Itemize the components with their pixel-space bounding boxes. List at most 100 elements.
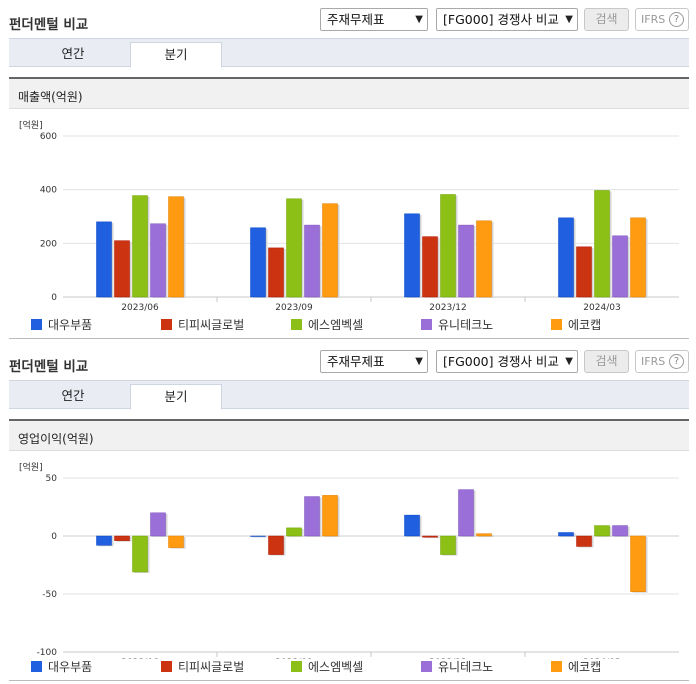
legend-swatch [421, 319, 432, 330]
bar[interactable] [422, 535, 438, 538]
legend-label: 유니테크노 [438, 660, 494, 674]
legend-item[interactable]: 에코캡 [551, 658, 601, 676]
chart-title: 매출액(억원) [18, 90, 83, 104]
bar-shadow [252, 537, 268, 538]
bar[interactable] [612, 525, 628, 537]
bar[interactable] [268, 535, 284, 555]
bar[interactable] [250, 227, 266, 298]
chevron-down-icon: ▼ [415, 356, 423, 367]
legend-item[interactable]: 유니테크노 [421, 658, 493, 676]
bar[interactable] [168, 196, 184, 298]
bar[interactable] [476, 220, 492, 298]
chart-header: 매출액(억원) [9, 79, 689, 109]
bar[interactable] [250, 535, 266, 537]
search-button[interactable]: 검색 [584, 350, 629, 373]
legend-item[interactable]: 대우부품 [31, 316, 92, 334]
bar[interactable] [304, 496, 320, 537]
y-tick-label: 200 [40, 239, 57, 249]
x-tick-label: 2024/03 [583, 303, 620, 313]
tab-annual[interactable]: 연간 [61, 388, 85, 403]
legend-item[interactable]: 대우부품 [31, 658, 92, 676]
tab-quarterly[interactable]: 분기 [130, 384, 222, 410]
ifrs-help-button[interactable]: IFRS? [635, 8, 689, 31]
legend-item[interactable]: 티피씨글로벌 [161, 658, 244, 676]
bar[interactable] [422, 236, 438, 298]
legend-item[interactable]: 티피씨글로벌 [161, 316, 244, 334]
bar[interactable] [558, 217, 574, 298]
revenue-bar-chart: [억원] 0 200 400 600 2023/06 2023/09 2023/12 2024/… [19, 119, 679, 313]
bar[interactable] [404, 514, 420, 537]
question-icon: ? [669, 354, 684, 369]
ifrs-help-button[interactable]: IFRS? [635, 350, 689, 373]
x-tick-label: 2023/09 [275, 658, 313, 659]
chevron-down-icon: ▼ [565, 356, 573, 367]
panel-header: 펀더멘털 비교 주재무제표 ▼ [FG000] 경쟁사 비교 ▼ 검색 IFRS? [0, 342, 696, 380]
legend-label: 에코캡 [568, 660, 602, 674]
statement-type-select[interactable]: 주재무제표 ▼ [320, 350, 428, 373]
bar[interactable] [322, 495, 338, 537]
y-tick-label: 600 [40, 132, 57, 142]
bar-shadow [424, 537, 440, 539]
legend-label: 티피씨글로벌 [178, 660, 245, 674]
bar[interactable] [576, 246, 592, 298]
legend-swatch [551, 319, 562, 330]
bar[interactable] [594, 190, 610, 298]
legend-swatch [291, 319, 302, 330]
chart-legend: 대우부품 티피씨글로벌 에스엠벡셀 유니테크노 에코캡 [9, 658, 689, 676]
chart-header: 영업이익(억원) [9, 421, 689, 451]
bar[interactable] [440, 194, 456, 298]
bar[interactable] [594, 525, 610, 537]
legend-label: 대우부품 [48, 318, 93, 332]
bar[interactable] [114, 240, 130, 298]
bar[interactable] [96, 535, 112, 546]
legend-label: 에코캡 [568, 318, 602, 332]
peer-group-select[interactable]: [FG000] 경쟁사 비교 ▼ [436, 350, 578, 373]
legend-label: 티피씨글로벌 [178, 318, 245, 332]
bar[interactable] [322, 203, 338, 298]
chart-legend: 대우부품 티피씨글로벌 에스엠벡셀 유니테크노 에코캡 [9, 316, 689, 334]
period-tabs: 연간 분기 [9, 38, 689, 68]
x-tick-label: 2023/09 [275, 303, 313, 313]
bar[interactable] [286, 198, 302, 298]
panel-header: 펀더멘털 비교 주재무제표 ▼ [FG000] 경쟁사 비교 ▼ 검색 IFRS? [0, 0, 696, 38]
search-button[interactable]: 검색 [584, 8, 629, 31]
bar[interactable] [304, 224, 320, 298]
bar[interactable] [558, 532, 574, 537]
bar[interactable] [114, 535, 130, 541]
bar[interactable] [286, 527, 302, 537]
bar[interactable] [576, 535, 592, 547]
bar[interactable] [168, 535, 184, 548]
bar[interactable] [404, 213, 420, 298]
bar[interactable] [150, 512, 166, 537]
bar[interactable] [458, 489, 474, 537]
legend-item[interactable]: 에스엠벡셀 [291, 316, 363, 334]
statement-type-select[interactable]: 주재무제표 ▼ [320, 8, 428, 31]
bar[interactable] [630, 217, 646, 298]
legend-item[interactable]: 유니테크노 [421, 316, 493, 334]
bar[interactable] [612, 235, 628, 298]
chart-container: 영업이익(억원) [억원] -100 -50 0 50 2023/06 2023/09 202… [9, 419, 689, 681]
panel-title: 펀더멘털 비교 [9, 17, 89, 33]
period-tabs: 연간 분기 [9, 380, 689, 410]
bar[interactable] [132, 195, 148, 298]
legend-item[interactable]: 에코캡 [551, 316, 601, 334]
bar[interactable] [268, 247, 284, 298]
bar[interactable] [150, 223, 166, 298]
tab-annual[interactable]: 연간 [61, 46, 85, 61]
legend-label: 유니테크노 [438, 318, 494, 332]
bar[interactable] [440, 535, 456, 555]
bar[interactable] [476, 533, 492, 537]
chevron-down-icon: ▼ [415, 14, 423, 25]
legend-item[interactable]: 에스엠벡셀 [291, 658, 363, 676]
y-tick-label: 50 [46, 474, 58, 484]
y-unit-label: [억원] [19, 119, 43, 131]
bar[interactable] [96, 221, 112, 298]
panel-title: 펀더멘털 비교 [9, 359, 89, 375]
legend-swatch [551, 661, 562, 672]
bar[interactable] [630, 535, 646, 592]
peer-group-select[interactable]: [FG000] 경쟁사 비교 ▼ [436, 8, 578, 31]
bar[interactable] [132, 535, 148, 573]
tab-quarterly[interactable]: 분기 [130, 42, 222, 68]
bar[interactable] [458, 224, 474, 298]
y-tick-label: -50 [42, 590, 57, 600]
